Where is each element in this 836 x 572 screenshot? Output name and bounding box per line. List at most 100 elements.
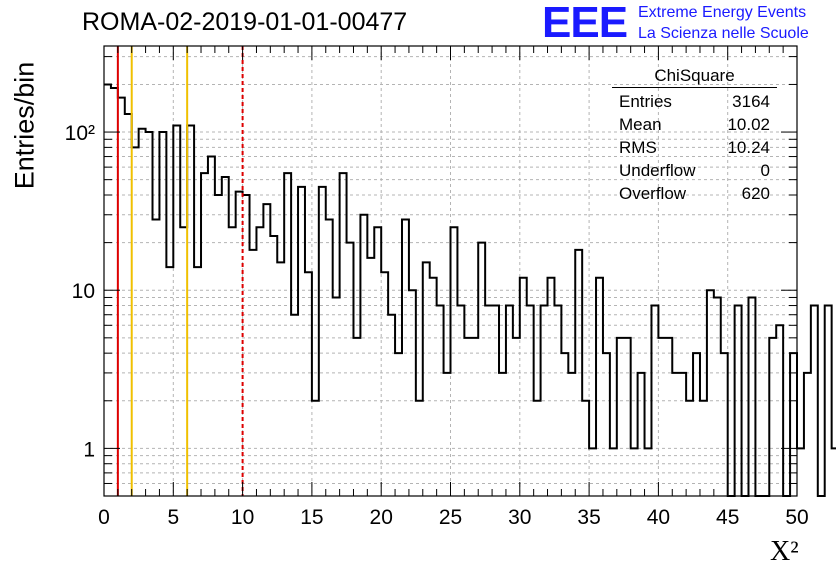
y-axis-label-box: Entries/bin: [6, 60, 46, 190]
histogram-bin: [499, 373, 506, 496]
histogram-bin: [568, 373, 575, 496]
histogram-bin: [125, 114, 132, 496]
histogram-bin: [776, 325, 783, 496]
histogram-bin: [471, 338, 478, 496]
histogram-bin: [340, 173, 347, 496]
x-tick-label: 5: [167, 506, 179, 529]
stats-value: 3164: [732, 92, 770, 111]
logo-subtitle-2: La Scienza nelle Scuole: [638, 25, 809, 42]
histogram-bin: [153, 219, 160, 496]
histogram-bin: [665, 338, 672, 496]
histogram-bin: [132, 147, 139, 496]
histogram-bin: [360, 215, 367, 496]
y-tick-label: 1: [83, 438, 95, 461]
stats-row: RMS 10.24: [612, 136, 777, 159]
stats-label: RMS: [619, 138, 657, 157]
stats-row: Overflow 620: [612, 182, 777, 205]
histogram-bin: [347, 243, 354, 496]
histogram-bin: [402, 219, 409, 496]
histogram-bin: [790, 353, 797, 496]
histogram-bin: [201, 173, 208, 496]
histogram-bin: [513, 338, 520, 496]
logo-subtitle-1: Extreme Energy Events: [638, 4, 807, 21]
histogram-bin: [215, 195, 222, 496]
histogram-bin: [333, 297, 340, 496]
stats-label: Overflow: [619, 184, 687, 203]
histogram-bin: [236, 192, 243, 496]
histogram-bin: [409, 290, 416, 496]
histogram-bin: [208, 157, 215, 496]
histogram-bin: [270, 236, 277, 496]
histogram-bin: [748, 297, 755, 496]
histogram-bin: [388, 315, 395, 496]
x-tick-label: 50: [785, 506, 808, 529]
x-tick-label: 40: [647, 506, 670, 529]
histogram-bin: [825, 306, 832, 496]
histogram-bin: [194, 267, 201, 496]
histogram-bin: [187, 126, 194, 496]
stats-box: ChiSquare Entries 3164 Mean 10.02 RMS 10.24…: [612, 66, 777, 205]
histogram-bin: [139, 129, 146, 496]
histogram-bin: [714, 297, 721, 496]
chart-title: ROMA-02-2019-01-01-00477: [82, 8, 408, 36]
eee-logo: EEE: [542, 0, 628, 47]
stats-title: ChiSquare: [612, 66, 777, 88]
stats-value: 10.02: [727, 115, 770, 134]
histogram-bin: [146, 132, 153, 496]
x-axis-label: X²: [770, 536, 799, 567]
stats-label: Entries: [619, 92, 672, 111]
histogram-bin: [478, 243, 485, 496]
stats-label: Underflow: [619, 161, 696, 180]
x-tick-label: 10: [231, 506, 254, 529]
histogram-bin: [672, 373, 679, 496]
x-tick-label: 25: [439, 506, 462, 529]
histogram-bin: [638, 373, 645, 496]
histogram-bin: [617, 338, 624, 496]
histogram-bin: [693, 353, 700, 496]
histogram-bin: [624, 338, 631, 496]
histogram-bin: [353, 338, 360, 496]
y-tick-label: 10²: [65, 122, 95, 145]
stats-label: Mean: [619, 115, 662, 134]
histogram-bin: [464, 338, 471, 496]
histogram-bin: [173, 126, 180, 496]
histogram-bin: [367, 258, 374, 496]
histogram-bin: [298, 187, 305, 496]
histogram-bin: [769, 338, 776, 496]
x-tick-label: 0: [98, 506, 110, 529]
histogram-bin: [291, 315, 298, 496]
x-tick-label: 45: [716, 506, 739, 529]
histogram-bin: [444, 373, 451, 496]
histogram-bin: [263, 204, 270, 496]
histogram-bin: [319, 187, 326, 496]
histogram-bin: [326, 219, 333, 496]
histogram-bin: [166, 267, 173, 496]
x-tick-label: 15: [300, 506, 323, 529]
histogram-bin: [832, 448, 836, 496]
histogram-bin: [284, 173, 291, 496]
histogram-bin: [721, 353, 728, 496]
x-tick-label: 30: [508, 506, 531, 529]
stats-value: 620: [741, 184, 770, 203]
histogram-bin: [561, 353, 568, 496]
x-tick-label: 35: [577, 506, 600, 529]
y-axis-label: Entries/bin: [9, 61, 40, 190]
x-tick-label: 20: [370, 506, 393, 529]
stats-value: 0: [760, 161, 770, 180]
stats-row: Entries 3164: [612, 90, 777, 113]
stats-row: Mean 10.02: [612, 113, 777, 136]
histogram-bin: [395, 353, 402, 496]
histogram-bin: [118, 98, 125, 496]
histogram-bin: [159, 132, 166, 496]
histogram-bin: [243, 195, 250, 496]
histogram-bin: [658, 338, 665, 496]
histogram-bin: [707, 290, 714, 496]
stats-row: Underflow 0: [612, 159, 777, 182]
stats-value: 10.24: [727, 138, 770, 157]
histogram-bin: [603, 353, 610, 496]
histogram-bin: [679, 373, 686, 496]
histogram-bin: [111, 88, 118, 496]
histogram-bin: [804, 373, 811, 496]
y-tick-label: 10: [72, 280, 95, 303]
